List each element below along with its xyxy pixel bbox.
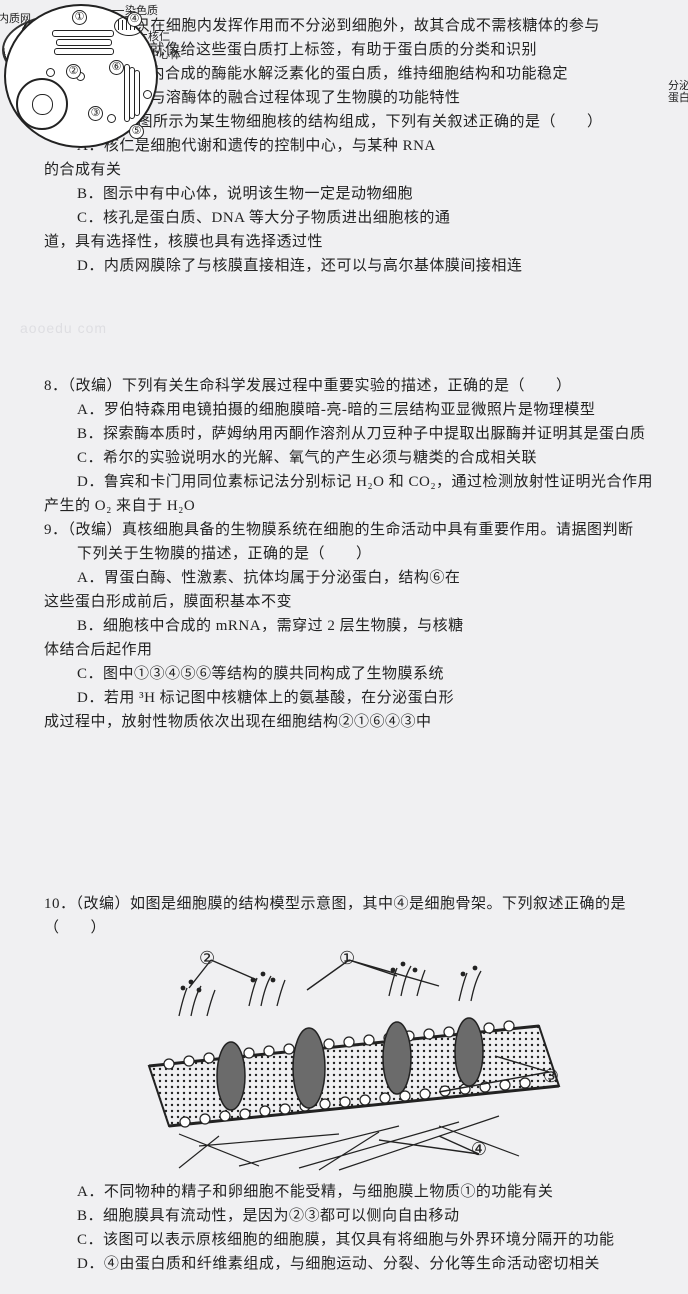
- q10-option-c: C．该图可以表示原核细胞的细胞膜，其仅具有将细胞与外界环境分隔开的功能: [44, 1228, 664, 1252]
- q10-option-a: A．不同物种的精子和卵细胞不能受精，与细胞膜上物质①的功能有关: [44, 1180, 664, 1204]
- q10-option-b: B．细胞膜具有流动性，是因为②③都可以侧向自由移动: [44, 1204, 664, 1228]
- cell-outline-icon: ① ② ③ ④ ⑥ ⑤: [4, 4, 158, 148]
- q9-option-a-line1: A．胃蛋白酶、性激素、抗体均属于分泌蛋白，结构⑥在: [44, 566, 664, 590]
- circ-4: ④: [127, 12, 142, 27]
- vesicle-icon: [46, 68, 55, 77]
- vesicle-icon: [143, 90, 152, 99]
- q8-option-c: C．希尔的实验说明水的光解、氧气的产生必须与糖类的合成相关联: [44, 446, 664, 470]
- secretion-label: 分泌 蛋白: [668, 80, 688, 104]
- q9-stem-line1: 9．（改编）真核细胞具备的生物膜系统在细胞的生命活动中具有重要作用。请据图判断: [44, 518, 664, 542]
- er-icon: [52, 30, 114, 60]
- circ-6: ⑥: [109, 60, 124, 75]
- circ-5: ⑤: [129, 124, 144, 139]
- nucleus-icon: [16, 78, 68, 130]
- q8-option-d-line1: D．鲁宾和卡门用同位素标记法分别标记 H₂O 和 CO₂，通过检测放射性证明光合…: [44, 470, 664, 494]
- q9-option-d-line2: 成过程中，放射性物质依次出现在细胞结构②①⑥④③中: [44, 710, 664, 734]
- q10-stem: 10．（改编）如图是细胞膜的结构模型示意图，其中④是细胞骨架。下列叙述正确的是（…: [44, 892, 664, 940]
- golgi-icon: [124, 64, 136, 122]
- circ-1: ①: [72, 10, 87, 25]
- membrane-svg-icon: [139, 946, 569, 1176]
- circ-3: ③: [88, 106, 103, 121]
- q10-option-d: D．④由蛋白质和纤维素组成，与细胞运动、分裂、分化等生命活动密切相关: [44, 1252, 664, 1276]
- q9-stem-line2: 下列关于生物膜的描述，正确的是（ ）: [44, 542, 664, 566]
- q9-option-c: C．图中①③④⑤⑥等结构的膜共同构成了生物膜系统: [44, 662, 664, 686]
- q7-option-a-line2: 的合成有关: [44, 158, 664, 182]
- q7-option-b: B．图示中有中心体，说明该生物一定是动物细胞: [44, 182, 664, 206]
- callout-4: ④: [471, 1139, 487, 1160]
- callout-1: ①: [339, 948, 355, 969]
- callout-3: ③: [543, 1066, 559, 1087]
- label-nucleolus: 核仁: [148, 28, 170, 44]
- callout-2: ②: [199, 948, 215, 969]
- secretion-label-1: 分泌: [668, 80, 688, 92]
- q8-option-d-line2: 产生的 O₂ 来自于 H₂O: [44, 494, 664, 518]
- q8-stem: 8．（改编）下列有关生命科学发展过程中重要实验的描述，正确的是（ ）: [44, 374, 664, 398]
- q8-option-a: A．罗伯特森用电镜拍摄的细胞膜暗-亮-暗的三层结构亚显微照片是物理模型: [44, 398, 664, 422]
- q7-option-c-line2: 道，具有选择性，核膜也具有选择透过性: [44, 230, 664, 254]
- q7-figure-nucleus: 内质网 染色质 核仁 中心体 核孔 核膜: [44, 278, 236, 374]
- q8-option-b: B．探索酶本质时，萨姆纳用丙酮作溶剂从刀豆种子中提取出脲酶并证明其是蛋白质: [44, 422, 664, 446]
- q7-option-d: D．内质网膜除了与核膜直接相连，还可以与高尔基体膜间接相连: [44, 254, 664, 278]
- q7-option-c-line1: C．核孔是蛋白质、DNA 等大分子物质进出细胞核的通: [44, 206, 664, 230]
- q9-figure-cell: ① ② ③ ④ ⑥ ⑤ 分泌 蛋白: [44, 734, 220, 892]
- q9-option-d-line1: D．若用 ³H 标记图中核糖体上的氨基酸，在分泌蛋白形: [44, 686, 664, 710]
- q9-option-b-line2: 体结合后起作用: [44, 638, 664, 662]
- secretion-label-2: 蛋白: [668, 92, 688, 104]
- circ-2: ②: [66, 64, 81, 79]
- q10-figure-membrane: ② ① ③ ④: [139, 946, 569, 1176]
- q9-option-a-line2: 这些蛋白形成前后，膜面积基本不变: [44, 590, 664, 614]
- exam-page: aooedu com A．泛素只在细胞内发挥作用而不分泌到细胞外，故其合成不需核…: [0, 0, 688, 1294]
- q9-option-b-line1: B．细胞核中合成的 mRNA，需穿过 2 层生物膜，与核糖: [44, 614, 664, 638]
- vesicle-icon: [107, 114, 116, 123]
